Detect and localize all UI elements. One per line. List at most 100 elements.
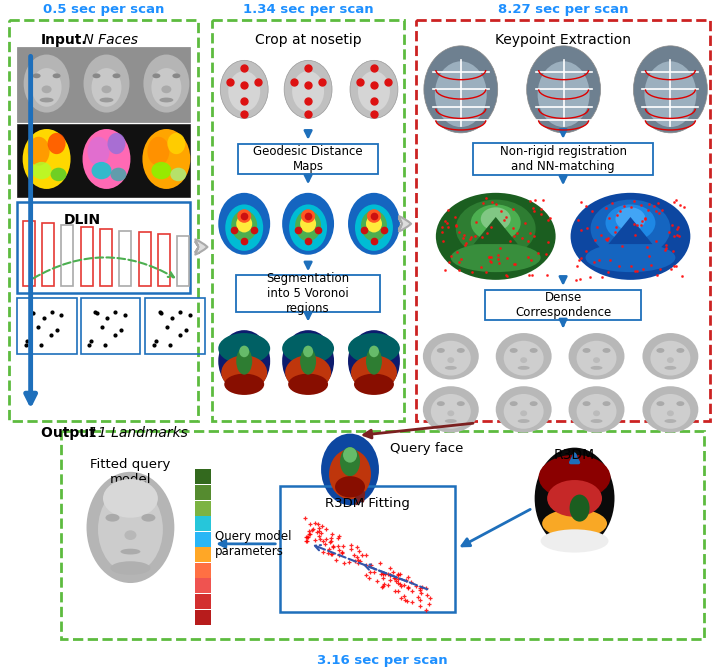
Ellipse shape	[591, 366, 603, 370]
Text: 0.5 sec per scan: 0.5 sec per scan	[43, 3, 164, 16]
Text: R3DM: R3DM	[554, 448, 595, 462]
Ellipse shape	[92, 162, 112, 179]
Text: Input.: Input.	[41, 33, 87, 47]
Ellipse shape	[236, 348, 252, 375]
Ellipse shape	[495, 386, 551, 433]
Ellipse shape	[351, 356, 397, 390]
Ellipse shape	[92, 73, 101, 78]
Ellipse shape	[664, 419, 676, 423]
Ellipse shape	[521, 410, 527, 416]
Text: R3DM Fitting: R3DM Fitting	[325, 498, 410, 510]
Ellipse shape	[358, 71, 390, 111]
Ellipse shape	[51, 167, 66, 181]
Ellipse shape	[676, 348, 684, 353]
Ellipse shape	[503, 394, 543, 429]
Ellipse shape	[651, 341, 691, 376]
Ellipse shape	[538, 61, 590, 127]
Ellipse shape	[335, 476, 365, 498]
Ellipse shape	[568, 386, 624, 433]
Ellipse shape	[510, 348, 518, 353]
Ellipse shape	[510, 402, 518, 406]
Bar	[177, 236, 189, 285]
Ellipse shape	[656, 348, 664, 353]
Bar	[195, 532, 212, 547]
Ellipse shape	[518, 419, 530, 423]
Ellipse shape	[282, 333, 334, 364]
Ellipse shape	[159, 97, 173, 103]
Ellipse shape	[366, 348, 382, 375]
Bar	[195, 548, 212, 562]
Ellipse shape	[455, 199, 536, 257]
Ellipse shape	[237, 209, 251, 223]
Bar	[238, 143, 378, 175]
Ellipse shape	[664, 366, 676, 370]
Bar	[145, 298, 205, 354]
Ellipse shape	[643, 333, 699, 380]
Ellipse shape	[102, 85, 112, 93]
Ellipse shape	[367, 209, 381, 223]
Ellipse shape	[542, 509, 607, 538]
Ellipse shape	[282, 193, 334, 255]
Ellipse shape	[106, 514, 119, 522]
Ellipse shape	[87, 137, 109, 165]
Text: Crop at nosetip: Crop at nosetip	[255, 33, 361, 47]
Ellipse shape	[220, 60, 268, 118]
Text: 3.16 sec per scan: 3.16 sec per scan	[317, 654, 448, 667]
Ellipse shape	[435, 61, 487, 127]
Ellipse shape	[218, 333, 270, 364]
Ellipse shape	[111, 167, 127, 181]
Ellipse shape	[218, 193, 270, 255]
Ellipse shape	[583, 348, 591, 353]
Ellipse shape	[576, 341, 616, 376]
Text: Dense
Correspondence: Dense Correspondence	[515, 291, 611, 319]
Ellipse shape	[547, 480, 602, 517]
Ellipse shape	[99, 97, 114, 103]
Bar	[16, 47, 190, 122]
Ellipse shape	[98, 486, 163, 573]
Bar	[16, 298, 77, 354]
Ellipse shape	[530, 348, 538, 353]
Ellipse shape	[284, 60, 332, 118]
Ellipse shape	[33, 73, 41, 78]
Ellipse shape	[591, 419, 603, 423]
Ellipse shape	[167, 133, 185, 154]
Ellipse shape	[218, 330, 270, 392]
Bar	[195, 470, 212, 484]
Ellipse shape	[369, 346, 379, 358]
Ellipse shape	[583, 402, 591, 406]
Text: Geodesic Distance
Maps: Geodesic Distance Maps	[253, 145, 363, 173]
Ellipse shape	[451, 243, 541, 272]
Polygon shape	[474, 217, 518, 244]
Bar	[195, 610, 212, 624]
Ellipse shape	[676, 402, 684, 406]
Ellipse shape	[124, 530, 137, 540]
Ellipse shape	[289, 204, 327, 251]
Ellipse shape	[361, 210, 387, 241]
Ellipse shape	[586, 243, 676, 272]
Ellipse shape	[285, 356, 331, 390]
Bar	[61, 225, 74, 285]
Bar	[195, 563, 212, 578]
Ellipse shape	[53, 73, 61, 78]
Ellipse shape	[423, 386, 479, 433]
Polygon shape	[608, 217, 652, 244]
Ellipse shape	[48, 133, 66, 154]
Ellipse shape	[593, 410, 600, 416]
Ellipse shape	[282, 330, 334, 392]
Ellipse shape	[667, 410, 674, 416]
Ellipse shape	[231, 210, 257, 241]
Text: DLIN: DLIN	[64, 213, 101, 227]
Ellipse shape	[24, 55, 69, 113]
Ellipse shape	[541, 530, 608, 552]
Ellipse shape	[152, 73, 160, 78]
Bar	[100, 229, 112, 285]
Bar	[195, 516, 212, 531]
Ellipse shape	[87, 472, 174, 583]
Ellipse shape	[656, 402, 664, 406]
Ellipse shape	[28, 137, 49, 165]
Ellipse shape	[423, 333, 479, 380]
Ellipse shape	[92, 68, 122, 107]
Ellipse shape	[144, 55, 189, 113]
Ellipse shape	[240, 346, 250, 358]
Ellipse shape	[606, 204, 656, 241]
